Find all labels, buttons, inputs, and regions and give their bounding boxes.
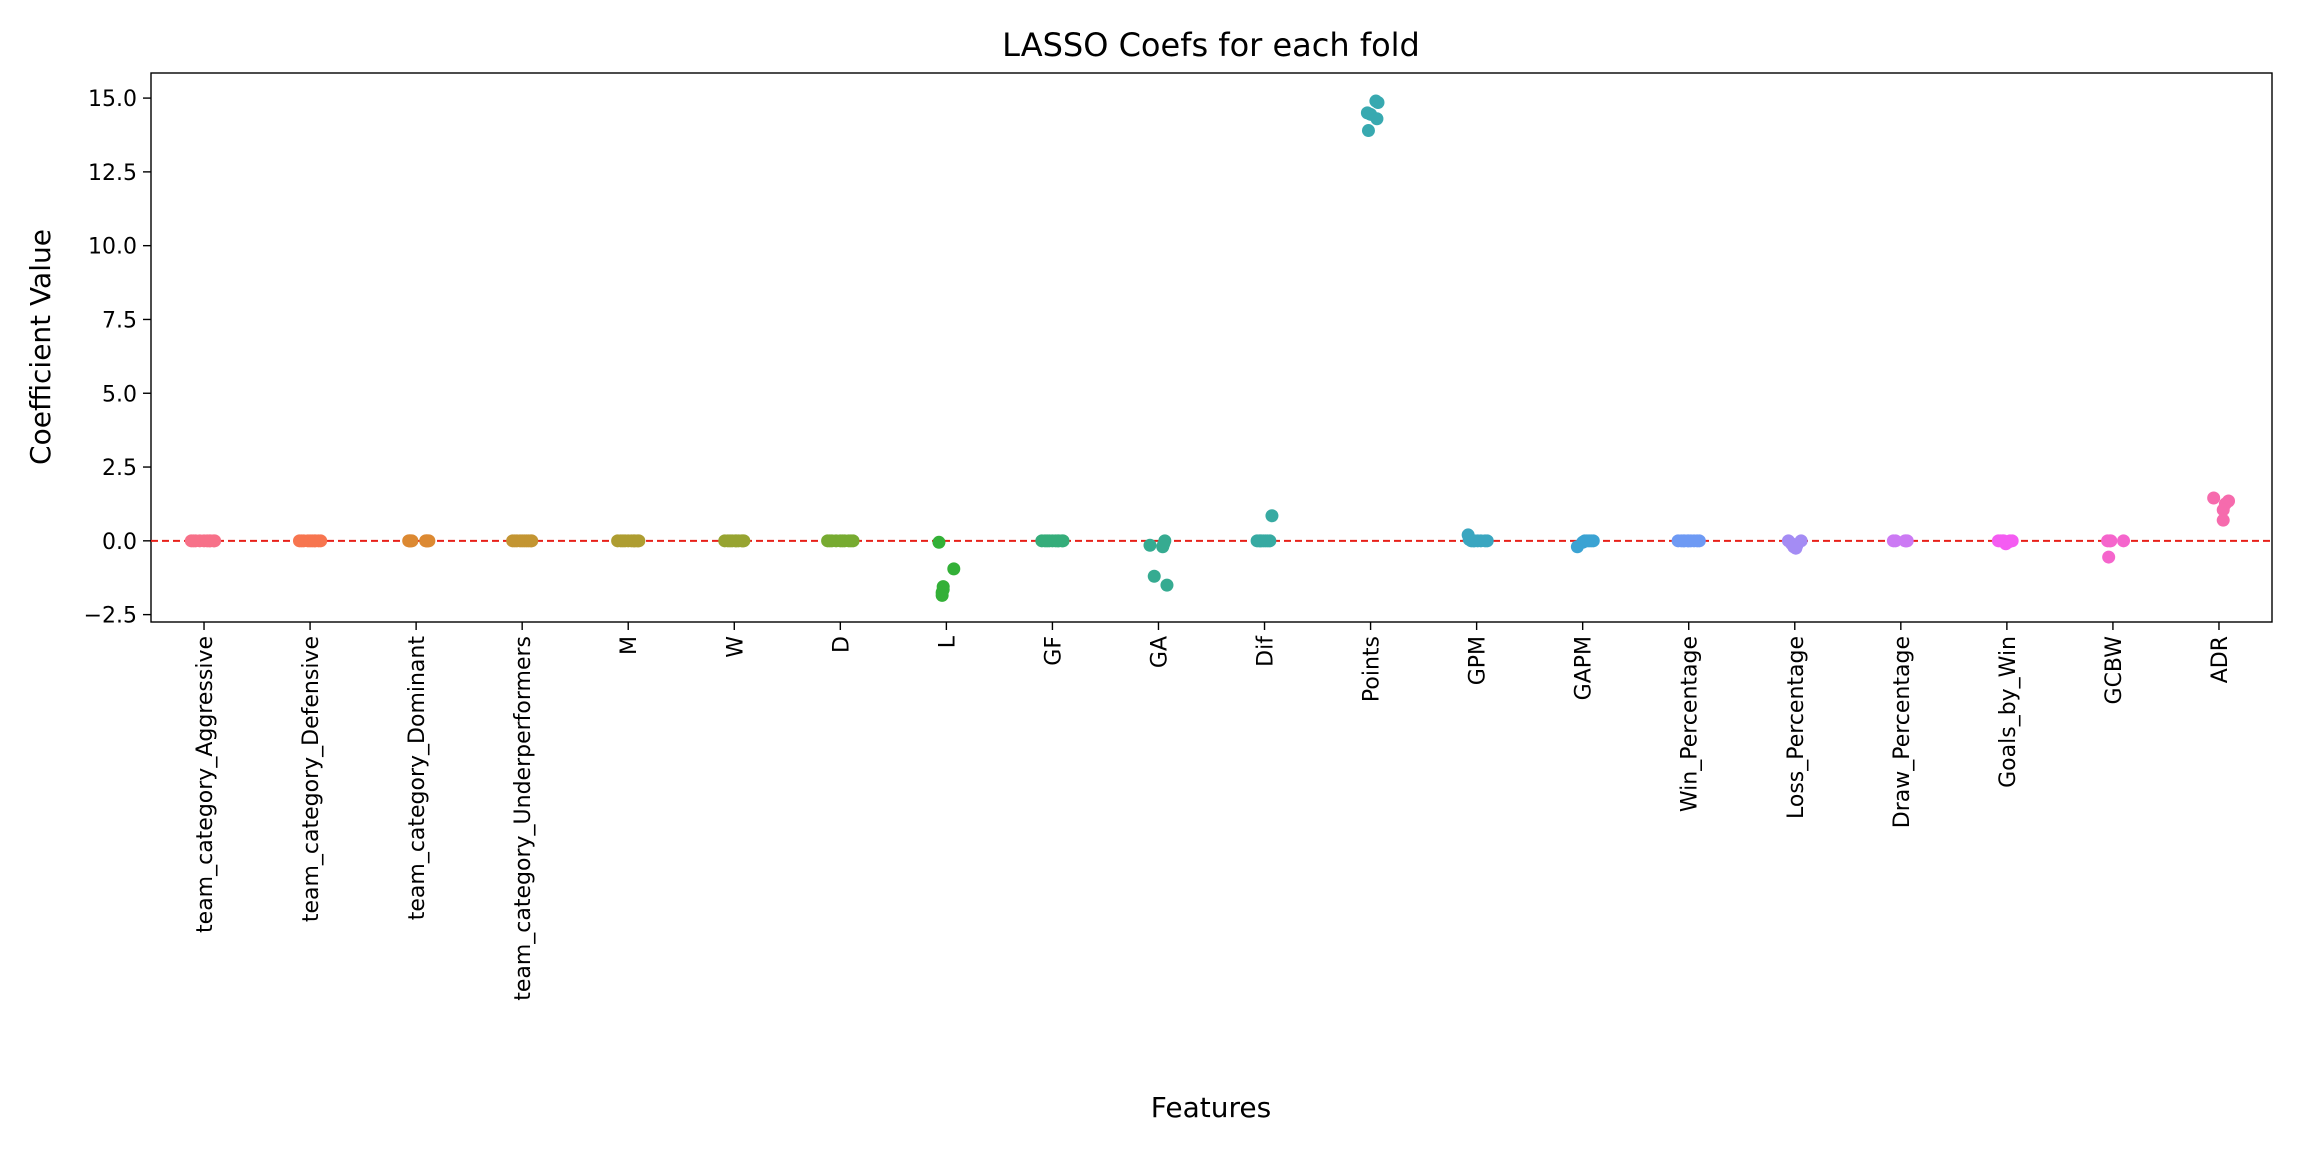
data-point <box>2005 534 2019 548</box>
data-point <box>1466 534 1480 548</box>
x-tick-label: Draw_Percentage <box>1890 636 1915 828</box>
y-tick-label: 15.0 <box>88 87 137 112</box>
data-points <box>184 94 2236 602</box>
data-point <box>186 534 200 548</box>
data-point <box>1147 569 1161 583</box>
data-point <box>632 534 646 548</box>
y-tick-label: 0.0 <box>102 530 137 555</box>
data-point <box>1480 534 1494 548</box>
data-point <box>420 534 434 548</box>
x-tick-label: Goals_by_Win <box>1996 636 2021 788</box>
data-point <box>1682 534 1696 548</box>
x-tick-label: M <box>617 636 642 655</box>
data-point <box>2104 534 2118 548</box>
data-point <box>1143 538 1157 552</box>
data-point <box>1056 534 1070 548</box>
data-point <box>208 534 222 548</box>
data-point <box>1371 96 1385 110</box>
data-point <box>1370 112 1384 126</box>
data-point <box>2117 534 2131 548</box>
data-point <box>844 534 858 548</box>
data-point <box>1586 534 1600 548</box>
x-tick-label: team_category_Aggressive <box>193 636 218 933</box>
data-point <box>1157 537 1171 551</box>
x-tick-label: L <box>935 635 960 648</box>
x-tick-label: Points <box>1360 636 1385 702</box>
data-point <box>2216 513 2230 527</box>
x-tick-label: GPM <box>1466 636 1491 685</box>
y-tick-label: 5.0 <box>102 382 137 407</box>
x-tick-label: GAPM <box>1572 636 1597 700</box>
x-tick-label: W <box>723 636 748 658</box>
x-tick-label: D <box>829 636 854 653</box>
x-tick-label: GCBW <box>2102 636 2127 705</box>
data-point <box>947 562 961 576</box>
y-tick-label: 10.0 <box>88 235 137 260</box>
data-point <box>823 534 837 548</box>
y-tick-label: 2.5 <box>102 456 137 481</box>
x-tick-label: GF <box>1041 636 1066 666</box>
data-point <box>1794 534 1808 548</box>
data-point <box>932 535 946 549</box>
data-point <box>524 534 538 548</box>
y-tick-label: 7.5 <box>102 308 137 333</box>
y-tick-label: −2.5 <box>84 604 137 629</box>
x-axis: team_category_Aggressive team_category_De… <box>193 622 2233 1001</box>
data-point <box>1781 534 1795 548</box>
x-axis-label: Features <box>1151 1091 1271 1124</box>
x-tick-label: team_category_Dominant <box>405 636 430 921</box>
data-point <box>1263 534 1277 548</box>
chart-title: LASSO Coefs for each fold <box>1002 26 1420 64</box>
data-point <box>935 588 949 602</box>
data-point <box>2102 550 2116 564</box>
x-tick-label: GA <box>1147 636 1172 668</box>
plot-area <box>150 72 2273 623</box>
x-tick-label: team_category_Underperformers <box>511 636 536 1001</box>
data-point <box>2207 491 2221 505</box>
data-point <box>1265 509 1279 523</box>
data-point <box>1160 578 1174 592</box>
data-point <box>403 534 417 548</box>
y-axis-label: Coefficient Value <box>24 229 57 465</box>
data-point <box>736 534 750 548</box>
x-tick-label: ADR <box>2208 636 2233 683</box>
data-point <box>307 534 321 548</box>
x-tick-label: Dif <box>1254 635 1279 667</box>
data-point <box>1900 534 1914 548</box>
data-point <box>1361 124 1375 138</box>
data-point <box>1253 534 1267 548</box>
y-axis: −2.5 0.0 2.5 5.0 7.5 10.0 12.5 15.0 <box>84 87 151 629</box>
data-point <box>1889 534 1903 548</box>
data-point <box>616 534 630 548</box>
x-tick-label: team_category_Defensive <box>299 636 324 922</box>
data-point <box>1692 534 1706 548</box>
x-tick-label: Loss_Percentage <box>1784 636 1809 819</box>
data-point <box>1040 534 1054 548</box>
data-point <box>1996 534 2010 548</box>
x-tick-label: Win_Percentage <box>1678 636 1703 812</box>
y-tick-label: 12.5 <box>88 161 137 186</box>
data-point <box>2216 503 2230 517</box>
